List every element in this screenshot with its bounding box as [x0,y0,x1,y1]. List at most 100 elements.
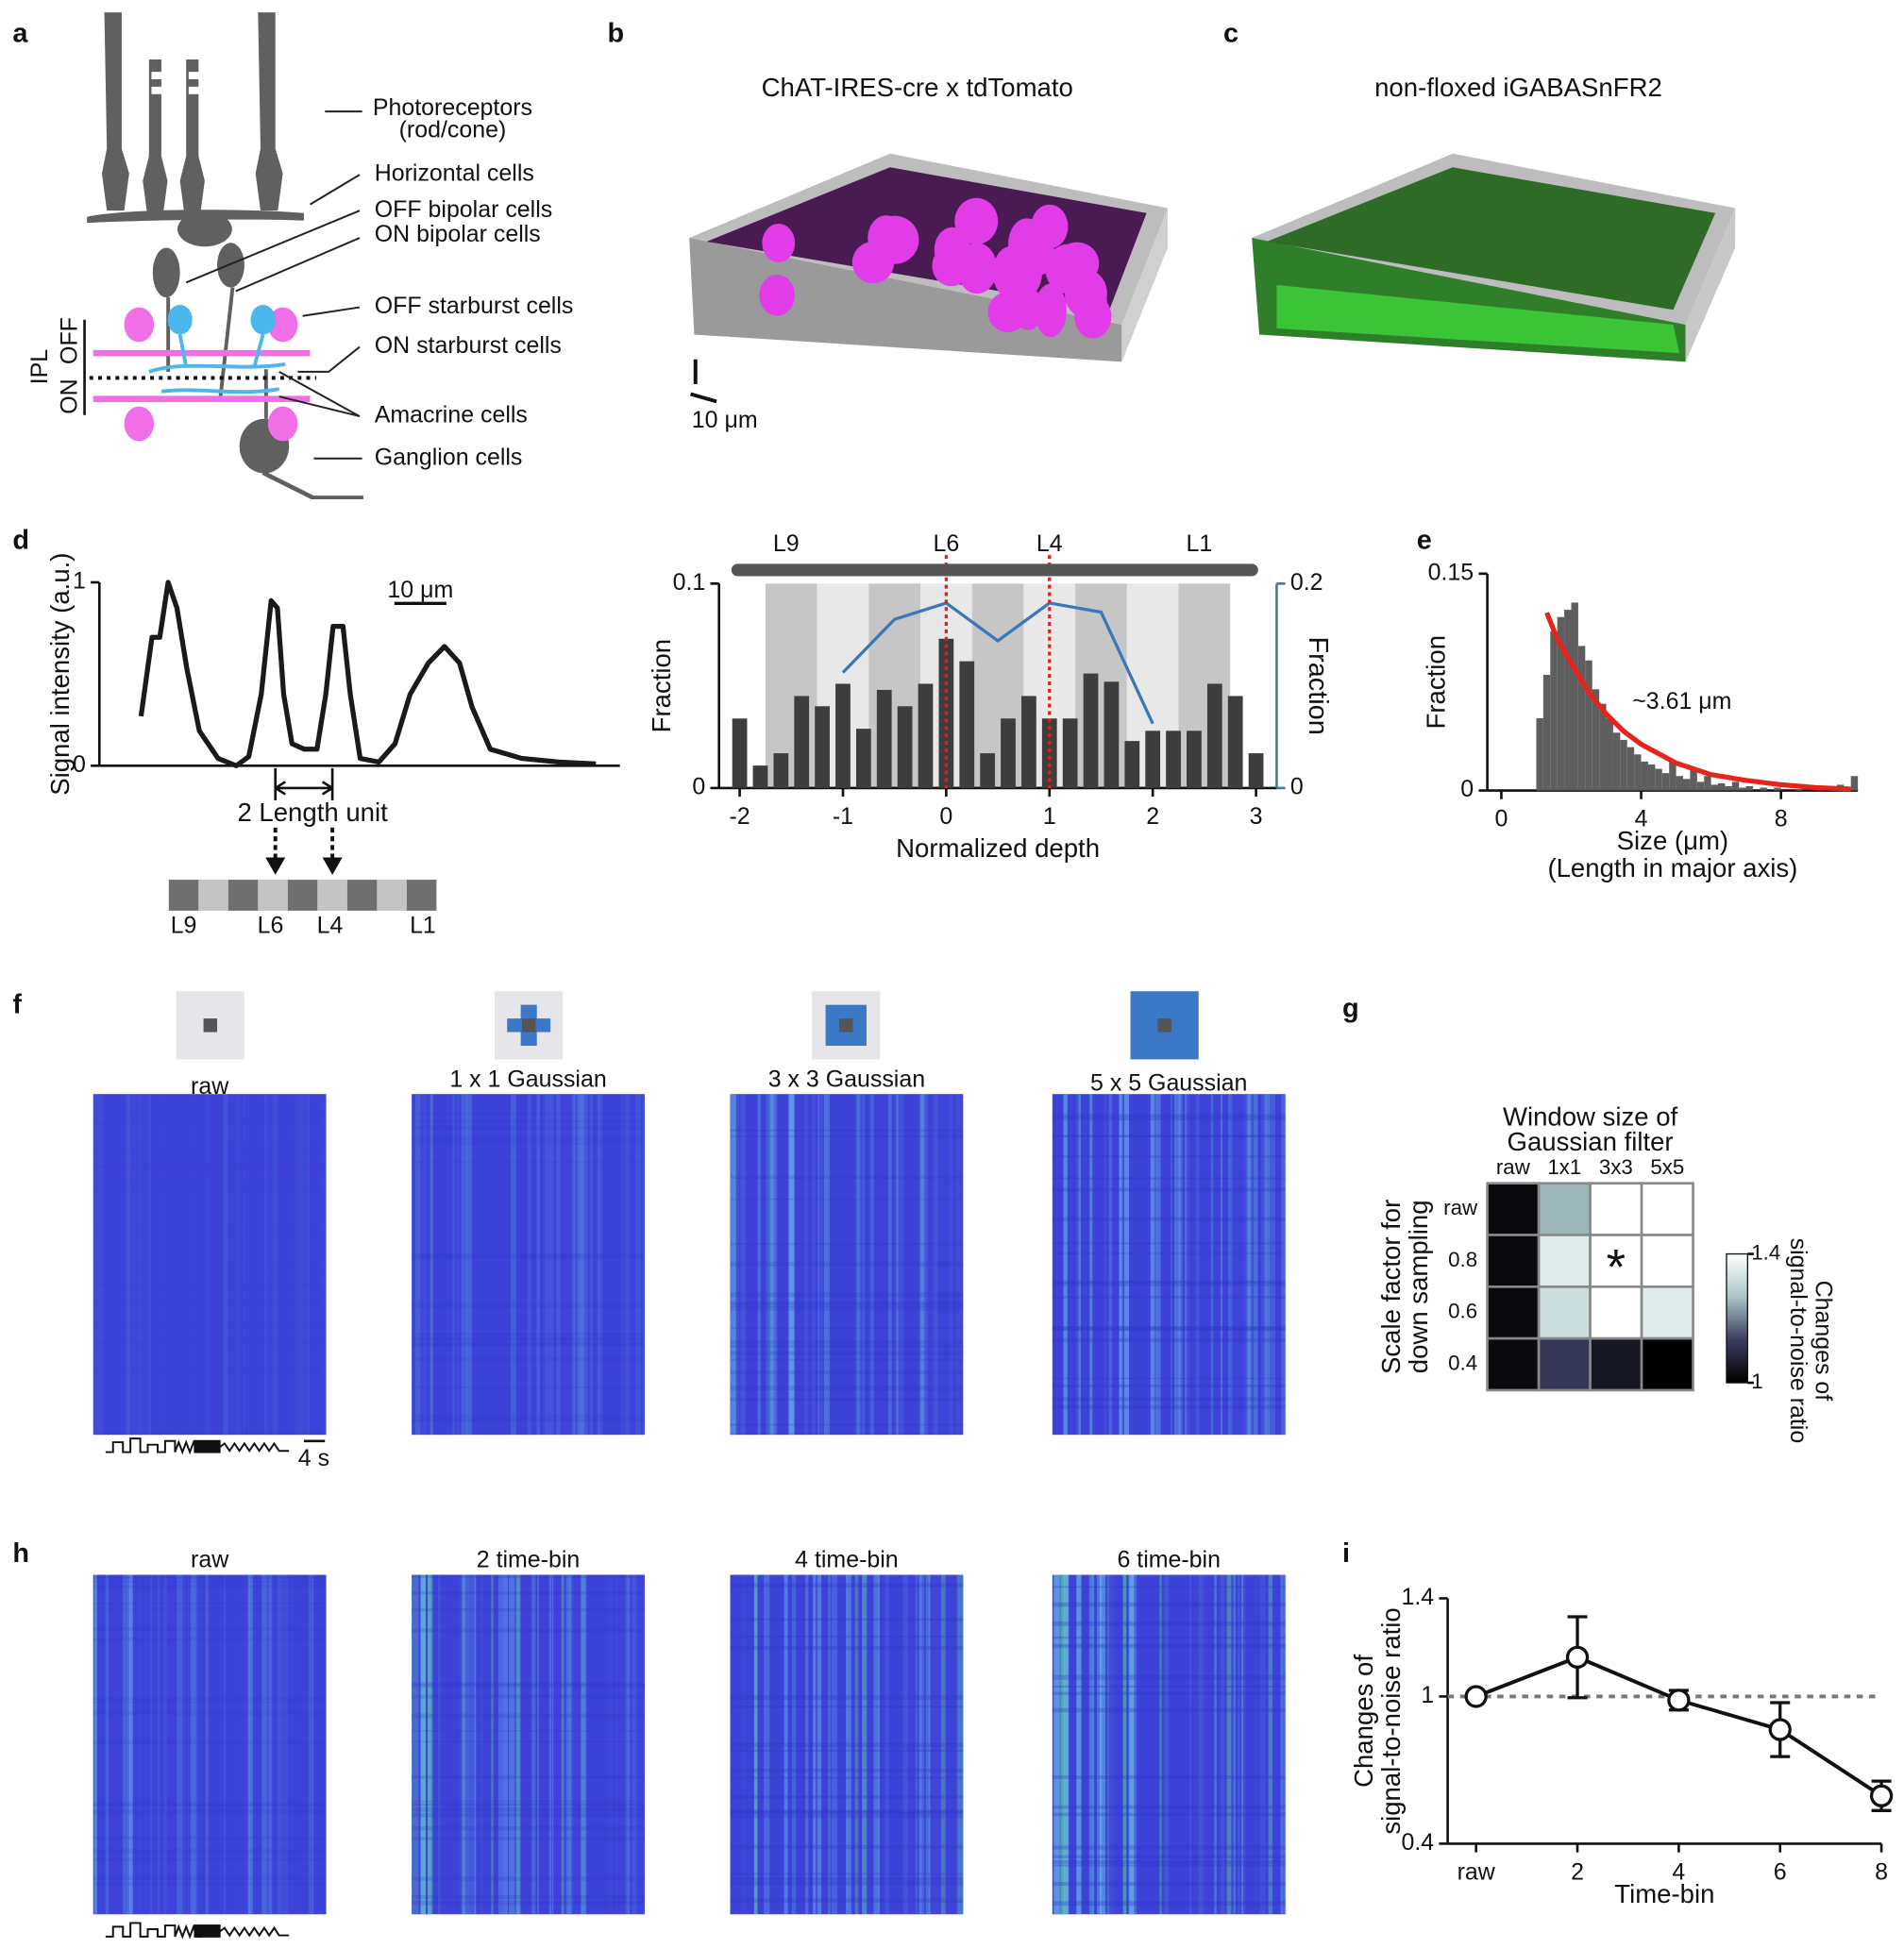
histogram-bar [1550,631,1558,791]
raster-stripe [581,1574,585,1915]
raster-stripe [1063,1094,1068,1436]
image-title: raw [191,1073,229,1100]
raster-stripe [932,1094,937,1436]
x-tick-label: 8 [1875,1859,1888,1886]
raster-row [1052,1855,1286,1858]
raster-row [93,1151,327,1154]
raster-stripe [1109,1574,1115,1915]
raster-stripe [438,1574,441,1915]
raster-stripe [1104,1094,1107,1436]
raster-row [93,1186,327,1191]
image-title: 1 x 1 Gaussian [449,1066,606,1092]
raster-stripe [1233,1574,1237,1915]
raster-row [93,1608,327,1611]
fit-annotation: ~3.61 μm [1632,688,1731,714]
raster-row [730,1809,964,1815]
raster-row [730,1877,964,1881]
raster-stripe [813,1574,817,1915]
x-tick-label: -1 [833,803,853,830]
raster-stripe [465,1094,473,1436]
raster-row [1052,1707,1286,1713]
raster-stripe [452,1094,455,1436]
raster-stripe [869,1094,874,1436]
raster-stripe [183,1574,186,1915]
raster-stripe [126,1094,131,1436]
colorbar-label: signal-to-noise ratio [1785,1238,1811,1444]
raster-stripe [412,1574,417,1915]
raster-stripe [583,1574,587,1915]
raster-row [93,1875,327,1880]
raster-stripe [551,1574,554,1915]
y-tick-label: 0 [1460,776,1474,802]
raster-row [412,1713,645,1719]
raster-row [1052,1337,1286,1342]
raster-stripe [300,1094,307,1436]
raster-row [1052,1114,1286,1117]
raster-stripe [956,1574,960,1915]
heatmap-cell [1486,1182,1541,1236]
raster-row [1052,1377,1286,1380]
raster-stripe [548,1574,551,1915]
raster-row [93,1638,327,1641]
x-tick-label: 3 [1250,803,1263,830]
raster-stripe [764,1574,770,1915]
raster-row [1052,1242,1286,1245]
raster-stripe [915,1574,918,1915]
raster-stripe [627,1574,630,1915]
raster-row [1052,1282,1286,1286]
raster-row [412,1684,645,1689]
histogram-bar [1704,776,1711,791]
raster-row [730,1306,964,1311]
heatmap-title: Window size of [1503,1102,1678,1132]
panel-letter: c [1223,18,1238,48]
raster [93,1094,327,1436]
y-axis-label: down sampling [1404,1200,1433,1373]
raster-stripe [1261,1094,1268,1436]
raster-stripe [474,1574,477,1915]
raster-stripe [1220,1574,1225,1915]
raster-stripe [1280,1574,1287,1915]
image-title: 4 time-bin [795,1547,899,1573]
layer-label: L6 [258,913,284,939]
raster-stripe [861,1094,866,1436]
raster-stripe [1200,1574,1205,1915]
raster-row [730,1301,964,1305]
raster-stripe [296,1094,302,1435]
raster-row [412,1142,645,1145]
raster-stripe [491,1574,494,1915]
raster-stripe [93,1094,100,1436]
x-tick-label: 8 [1775,806,1788,832]
bar [732,718,748,788]
raster-stripe [928,1574,932,1915]
raster-stripe [142,1094,145,1435]
x-tick-label: raw [1457,1859,1496,1886]
raster-stripe [511,1094,516,1436]
raster-row [412,1341,645,1347]
volume-b [689,153,1168,362]
raster-row [1052,1691,1286,1695]
histogram-bar [1634,754,1642,791]
panel-letter: e [1417,525,1432,555]
y-tick-label: 0.4 [1401,1829,1434,1856]
panel-letter: g [1342,994,1359,1024]
raster-stripe [1240,1574,1244,1915]
raster-row [412,1628,645,1633]
raster-row [93,1121,327,1123]
scale-label: 10 μm [692,407,758,433]
histogram-bar [1612,732,1621,791]
raster-stripe [416,1574,419,1915]
histogram-bar [1626,747,1635,791]
raster-stripe [190,1574,196,1915]
raster-stripe [766,1094,768,1436]
raster-stripe [789,1094,795,1436]
retina-diagram [87,12,363,500]
cell-body [1035,283,1067,338]
raster-stripe [536,1094,541,1436]
raster-row [730,1814,964,1817]
raster-row [1052,1326,1286,1332]
raster-stripe [608,1574,613,1915]
raster-stripe [223,1094,228,1436]
raster-row [1052,1404,1286,1409]
raster-stripe [1131,1574,1137,1915]
